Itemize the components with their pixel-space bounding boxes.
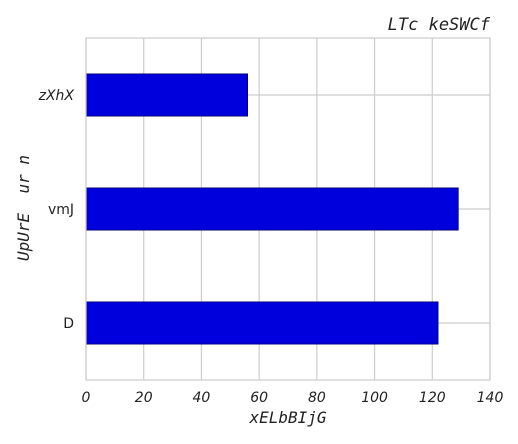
x-tick-labels: 0 20 40 60 80 100 120 140 xyxy=(82,390,504,406)
x-tick-label: 100 xyxy=(361,390,388,406)
x-tick-label: 40 xyxy=(193,390,211,406)
y-tick-label: vmJ xyxy=(48,202,74,218)
bar-vmJ xyxy=(85,187,459,231)
bar-zXhX xyxy=(85,73,249,117)
x-tick-label: 60 xyxy=(250,390,268,406)
plot-frame xyxy=(85,37,491,381)
bar-layer xyxy=(85,73,459,345)
chart-title: LTc keSWCf xyxy=(388,15,491,35)
y-tick-label: D xyxy=(63,316,74,332)
x-tick-label: 20 xyxy=(135,390,153,406)
bar-D xyxy=(85,301,439,345)
y-axis-label: UpUrE ur n xyxy=(14,155,33,261)
x-tick-label: 120 xyxy=(419,390,446,406)
x-tick-label: 0 xyxy=(82,390,91,406)
x-axis-label: xELbBIjG xyxy=(248,408,326,427)
y-tick-label: zXhX xyxy=(38,88,75,104)
x-tick-label: 80 xyxy=(308,390,326,406)
y-tick-labels: zXhX vmJ D xyxy=(38,88,75,332)
x-tick-label: 140 xyxy=(477,390,504,406)
